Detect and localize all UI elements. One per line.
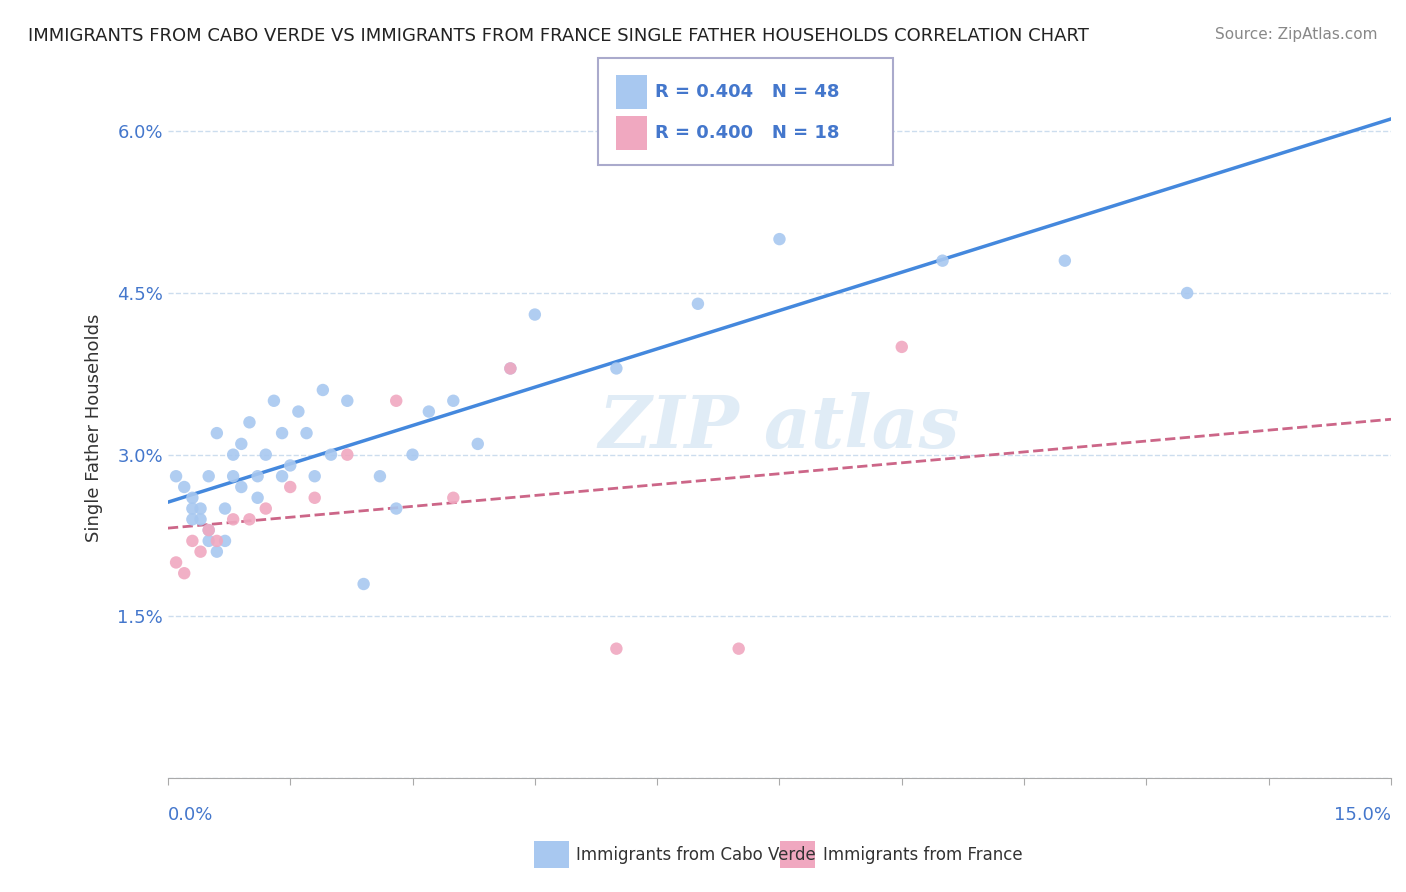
- Point: [467, 437, 489, 451]
- Point: [401, 448, 423, 462]
- Point: [173, 480, 195, 494]
- Text: 0.0%: 0.0%: [167, 806, 214, 824]
- Point: [205, 544, 228, 558]
- Text: Source: ZipAtlas.com: Source: ZipAtlas.com: [1215, 27, 1378, 42]
- Text: R = 0.400   N = 18: R = 0.400 N = 18: [655, 124, 839, 142]
- Point: [246, 491, 269, 505]
- Point: [312, 383, 335, 397]
- Point: [238, 415, 260, 429]
- Point: [304, 469, 326, 483]
- Point: [181, 533, 204, 548]
- Point: [336, 393, 359, 408]
- Point: [1053, 253, 1076, 268]
- Point: [385, 393, 408, 408]
- Point: [246, 469, 269, 483]
- Point: [197, 523, 219, 537]
- Point: [385, 501, 408, 516]
- Point: [271, 469, 294, 483]
- Text: Immigrants from France: Immigrants from France: [823, 846, 1022, 863]
- Point: [197, 533, 219, 548]
- Point: [295, 426, 318, 441]
- Point: [222, 512, 245, 526]
- Point: [605, 361, 627, 376]
- Point: [304, 491, 326, 505]
- Point: [931, 253, 953, 268]
- Point: [1175, 285, 1198, 300]
- Point: [441, 491, 464, 505]
- Point: [278, 458, 301, 473]
- Point: [197, 523, 219, 537]
- Point: [165, 469, 187, 483]
- Point: [205, 426, 228, 441]
- Point: [418, 404, 440, 418]
- Point: [173, 566, 195, 581]
- Point: [336, 448, 359, 462]
- Point: [605, 641, 627, 656]
- Point: [205, 533, 228, 548]
- Point: [271, 426, 294, 441]
- Point: [231, 480, 253, 494]
- Point: [287, 404, 309, 418]
- Point: [441, 393, 464, 408]
- Point: [768, 232, 790, 246]
- Point: [222, 469, 245, 483]
- Point: [231, 437, 253, 451]
- Point: [849, 145, 872, 160]
- Point: [523, 308, 546, 322]
- Text: R = 0.404   N = 48: R = 0.404 N = 48: [655, 83, 839, 101]
- Point: [499, 361, 522, 376]
- Y-axis label: Single Father Households: Single Father Households: [86, 313, 103, 542]
- Point: [190, 501, 212, 516]
- Point: [353, 577, 375, 591]
- Text: ZIP atlas: ZIP atlas: [599, 392, 960, 463]
- Point: [368, 469, 391, 483]
- Point: [190, 544, 212, 558]
- Point: [254, 448, 277, 462]
- Text: 15.0%: 15.0%: [1334, 806, 1391, 824]
- Point: [319, 448, 342, 462]
- Point: [278, 480, 301, 494]
- Text: Immigrants from Cabo Verde: Immigrants from Cabo Verde: [576, 846, 817, 863]
- Point: [197, 469, 219, 483]
- Point: [238, 512, 260, 526]
- Text: IMMIGRANTS FROM CABO VERDE VS IMMIGRANTS FROM FRANCE SINGLE FATHER HOUSEHOLDS CO: IMMIGRANTS FROM CABO VERDE VS IMMIGRANTS…: [28, 27, 1090, 45]
- Point: [181, 491, 204, 505]
- Point: [686, 297, 709, 311]
- Point: [165, 556, 187, 570]
- Point: [214, 501, 236, 516]
- Point: [890, 340, 912, 354]
- Point: [214, 533, 236, 548]
- Point: [727, 641, 749, 656]
- Point: [190, 512, 212, 526]
- Point: [499, 361, 522, 376]
- Point: [181, 501, 204, 516]
- Point: [263, 393, 285, 408]
- Point: [254, 501, 277, 516]
- Point: [181, 512, 204, 526]
- Point: [222, 448, 245, 462]
